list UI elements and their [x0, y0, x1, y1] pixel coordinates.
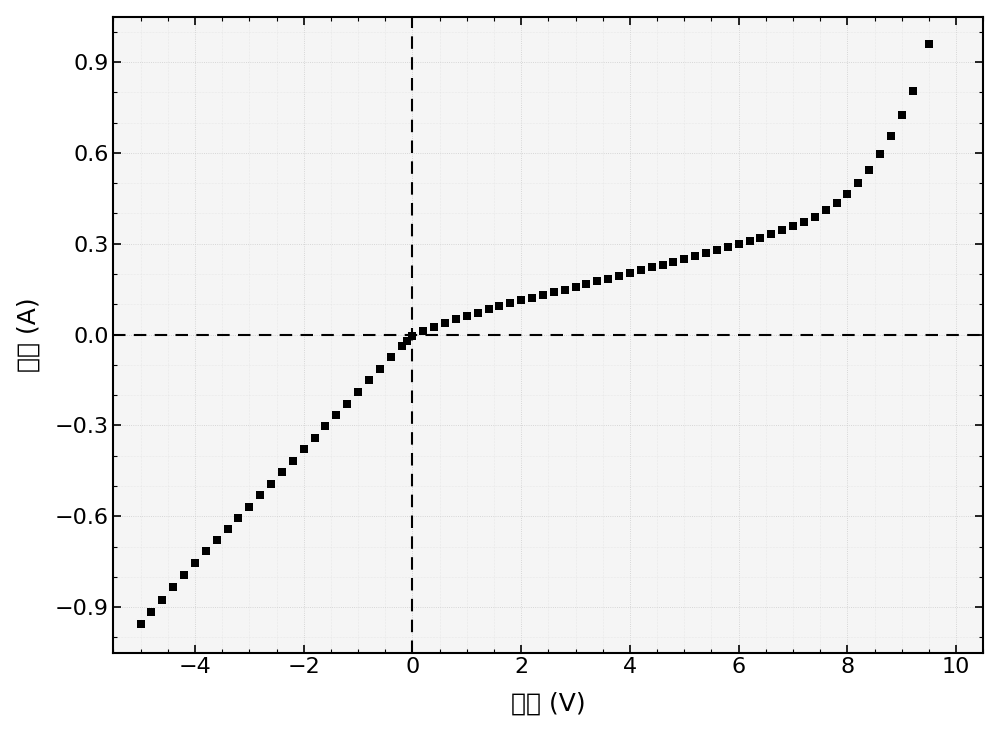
Point [535, 289, 551, 301]
Point [198, 545, 214, 557]
Point [187, 557, 203, 569]
Point [459, 310, 475, 321]
Point [622, 267, 638, 279]
Point [399, 335, 415, 346]
Point [143, 606, 159, 618]
Point [263, 478, 279, 490]
Point [524, 292, 540, 304]
Point [644, 261, 660, 273]
Point [209, 534, 225, 546]
Point [557, 283, 573, 295]
Point [731, 239, 747, 250]
Point [350, 386, 366, 397]
Point [752, 232, 768, 244]
Point [133, 618, 149, 630]
Point [687, 250, 703, 262]
Point [154, 594, 170, 605]
Point [850, 177, 866, 189]
Point [894, 109, 910, 121]
Point [448, 313, 464, 325]
Y-axis label: 电流 (A): 电流 (A) [17, 297, 41, 372]
Point [839, 188, 855, 200]
Point [220, 523, 236, 534]
Point [796, 216, 812, 228]
Point [481, 303, 497, 315]
Point [785, 220, 801, 232]
Point [285, 455, 301, 466]
Point [230, 512, 246, 523]
Point [676, 253, 692, 265]
Point [404, 330, 420, 342]
Point [665, 256, 681, 268]
Point [502, 297, 518, 309]
Point [829, 197, 845, 209]
Point [578, 278, 594, 290]
Point [513, 294, 529, 306]
Point [252, 489, 268, 501]
Point [165, 582, 181, 594]
Point [861, 164, 877, 176]
Point [361, 374, 377, 386]
Point [600, 273, 616, 285]
Point [296, 444, 312, 455]
Point [317, 420, 333, 432]
Point [394, 340, 410, 352]
Point [709, 244, 725, 256]
Point [921, 38, 937, 50]
Point [415, 325, 431, 337]
Point [883, 130, 899, 142]
Point [176, 569, 192, 581]
X-axis label: 电压 (V): 电压 (V) [511, 691, 586, 715]
Point [339, 397, 355, 409]
Point [274, 466, 290, 478]
Point [437, 317, 453, 329]
Point [872, 149, 888, 160]
Point [470, 307, 486, 318]
Point [491, 300, 507, 312]
Point [698, 247, 714, 259]
Point [655, 259, 671, 271]
Point [383, 351, 399, 363]
Point [742, 235, 758, 247]
Point [307, 432, 323, 444]
Point [241, 501, 257, 512]
Point [763, 228, 779, 240]
Point [774, 225, 790, 236]
Point [905, 85, 921, 97]
Point [633, 264, 649, 276]
Point [426, 321, 442, 333]
Point [589, 275, 605, 287]
Point [372, 362, 388, 374]
Point [611, 270, 627, 282]
Point [818, 205, 834, 217]
Point [546, 286, 562, 298]
Point [720, 242, 736, 253]
Point [807, 211, 823, 223]
Point [328, 409, 344, 421]
Point [568, 281, 584, 293]
